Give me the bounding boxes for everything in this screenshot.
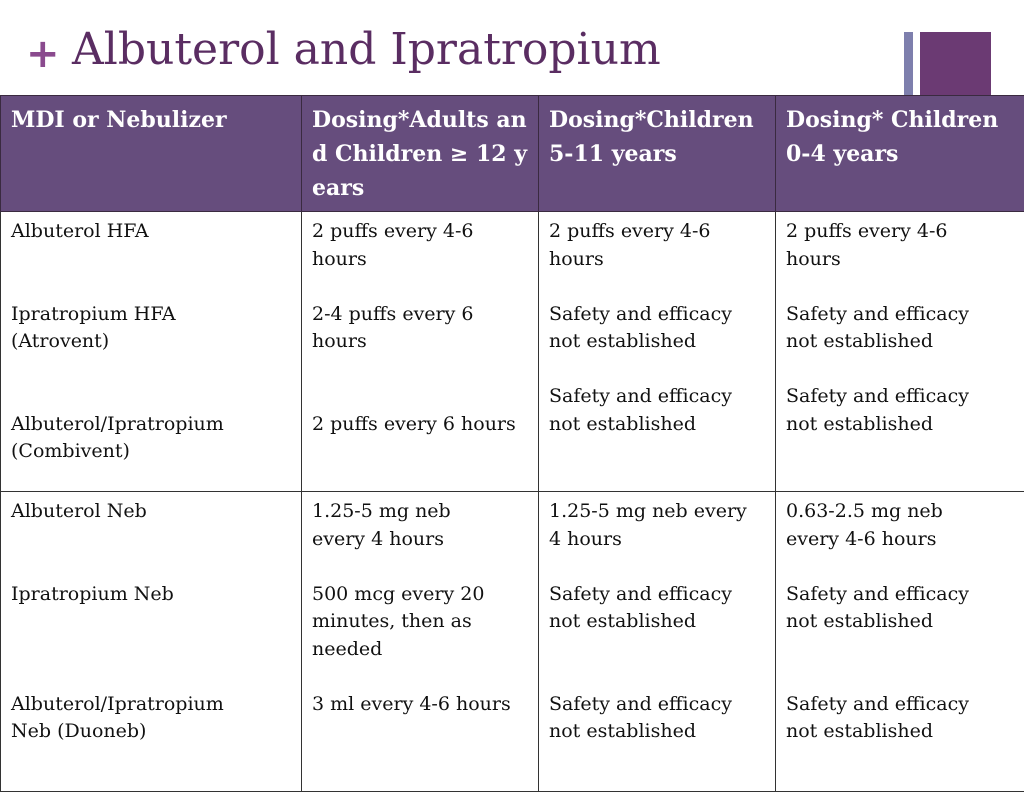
cell-line bbox=[549, 636, 765, 664]
cell-line bbox=[11, 246, 291, 274]
cell-line: Ipratropium Neb bbox=[11, 581, 291, 609]
table-cell-device: Albuterol Neb Ipratropium Neb Albuterol/… bbox=[1, 492, 302, 792]
accent-bar bbox=[904, 32, 913, 95]
cell-line bbox=[11, 383, 291, 411]
cell-line bbox=[11, 553, 291, 581]
cell-line: not established bbox=[786, 411, 1014, 439]
cell-line: needed bbox=[312, 636, 528, 664]
cell-line: 500 mcg every 20 bbox=[312, 581, 528, 609]
cell-line: 1.25-5 mg neb bbox=[312, 498, 528, 526]
cell-line: hours bbox=[549, 246, 765, 274]
cell-line: 1.25-5 mg neb every bbox=[549, 498, 765, 526]
table-body: Albuterol HFA Ipratropium HFA(Atrovent) … bbox=[1, 212, 1024, 792]
header-children-0-4: Dosing* Children 0-4 years bbox=[776, 96, 1024, 212]
header-row: MDI or Nebulizer Dosing*Adults and Child… bbox=[1, 96, 1024, 212]
cell-line bbox=[11, 273, 291, 301]
cell-line bbox=[11, 636, 291, 664]
cell-line bbox=[549, 356, 765, 384]
table-cell-device: Albuterol HFA Ipratropium HFA(Atrovent) … bbox=[1, 212, 302, 492]
plus-marker: + bbox=[26, 34, 60, 74]
cell-line: minutes, then as bbox=[312, 608, 528, 636]
cell-line: Safety and efficacy bbox=[786, 383, 1014, 411]
cell-line: Ipratropium HFA bbox=[11, 301, 291, 329]
cell-line: 2-4 puffs every 6 bbox=[312, 301, 528, 329]
accent-square bbox=[920, 32, 991, 95]
cell-line: not established bbox=[549, 328, 765, 356]
cell-line: 3 ml every 4-6 hours bbox=[312, 691, 528, 719]
cell-line: Safety and efficacy bbox=[549, 581, 765, 609]
cell-line: not established bbox=[549, 608, 765, 636]
cell-line: 4 hours bbox=[549, 526, 765, 554]
cell-line: (Atrovent) bbox=[11, 328, 291, 356]
cell-line: 0.63-2.5 mg neb bbox=[786, 498, 1014, 526]
header-device: MDI or Nebulizer bbox=[1, 96, 302, 212]
cell-line: 2 puffs every 4-6 bbox=[549, 218, 765, 246]
cell-line bbox=[312, 553, 528, 581]
cell-line: hours bbox=[312, 246, 528, 274]
cell-line: hours bbox=[786, 246, 1014, 274]
cell-line bbox=[312, 663, 528, 691]
cell-line bbox=[786, 663, 1014, 691]
header-children-5-11: Dosing*Children 5-11 years bbox=[539, 96, 776, 212]
cell-line: not established bbox=[549, 718, 765, 746]
cell-line: every 4-6 hours bbox=[786, 526, 1014, 554]
cell-line: Safety and efficacy bbox=[786, 581, 1014, 609]
cell-line bbox=[786, 356, 1014, 384]
cell-line bbox=[786, 636, 1014, 664]
cell-line: Safety and efficacy bbox=[786, 301, 1014, 329]
cell-line: 2 puffs every 4-6 bbox=[312, 218, 528, 246]
table-row: Albuterol Neb Ipratropium Neb Albuterol/… bbox=[1, 492, 1024, 792]
cell-line: Albuterol/Ipratropium bbox=[11, 411, 291, 439]
table-header: MDI or Nebulizer Dosing*Adults and Child… bbox=[1, 96, 1024, 212]
cell-line: 2 puffs every 6 hours bbox=[312, 411, 528, 439]
cell-line bbox=[549, 273, 765, 301]
cell-line: not established bbox=[786, 718, 1014, 746]
cell-line bbox=[549, 663, 765, 691]
cell-line bbox=[11, 608, 291, 636]
dosing-table: MDI or Nebulizer Dosing*Adults and Child… bbox=[0, 95, 1024, 792]
cell-line bbox=[786, 553, 1014, 581]
cell-line: not established bbox=[786, 328, 1014, 356]
cell-line: Safety and efficacy bbox=[549, 691, 765, 719]
cell-line: hours bbox=[312, 328, 528, 356]
cell-line bbox=[11, 663, 291, 691]
cell-line: 2 puffs every 4-6 bbox=[786, 218, 1014, 246]
cell-line: every 4 hours bbox=[312, 526, 528, 554]
cell-line: (Combivent) bbox=[11, 438, 291, 466]
cell-line bbox=[786, 273, 1014, 301]
cell-line bbox=[11, 526, 291, 554]
cell-line: Albuterol/Ipratropium bbox=[11, 691, 291, 719]
cell-line: Neb (Duoneb) bbox=[11, 718, 291, 746]
cell-line: Albuterol Neb bbox=[11, 498, 291, 526]
table-row: Albuterol HFA Ipratropium HFA(Atrovent) … bbox=[1, 212, 1024, 492]
cell-line bbox=[549, 553, 765, 581]
slide-title: Albuterol and Ipratropium bbox=[72, 22, 661, 78]
header-adults: Dosing*Adults and Children ≥ 12 years bbox=[302, 96, 539, 212]
cell-line bbox=[312, 356, 528, 384]
cell-line: Safety and efficacy bbox=[549, 383, 765, 411]
cell-line bbox=[11, 356, 291, 384]
cell-line bbox=[312, 273, 528, 301]
cell-line: not established bbox=[549, 411, 765, 439]
cell-line bbox=[312, 383, 528, 411]
cell-line: Safety and efficacy bbox=[786, 691, 1014, 719]
cell-line: Albuterol HFA bbox=[11, 218, 291, 246]
cell-line: Safety and efficacy bbox=[549, 301, 765, 329]
cell-line: not established bbox=[786, 608, 1014, 636]
